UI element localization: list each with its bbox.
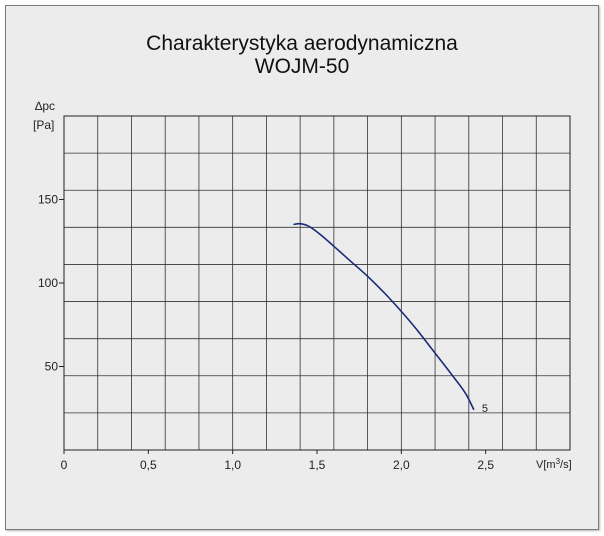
series-label: 5 bbox=[482, 403, 488, 415]
y-axis-unit: [Pa] bbox=[33, 118, 54, 132]
x-tick-label: 0 bbox=[61, 458, 68, 472]
y-tick-label: 150 bbox=[38, 193, 58, 207]
x-axis-label: V[m3/s] bbox=[536, 457, 572, 471]
chart-title: Charakterystyka aerodynamiczna bbox=[146, 32, 458, 55]
grid bbox=[64, 116, 570, 450]
x-tick-label: 1,5 bbox=[309, 458, 326, 472]
series-group: 5 bbox=[293, 222, 488, 415]
chart-panel bbox=[5, 5, 599, 530]
plot-frame bbox=[63, 115, 571, 451]
y-axis-label: ∆pc bbox=[35, 99, 55, 113]
y-tick-label: 50 bbox=[45, 360, 59, 374]
series-line-5 bbox=[293, 222, 475, 411]
axis-ticks: 0 0,5 1,0 1,5 2,0 2,5 50 100 150 bbox=[38, 193, 494, 473]
y-tick-label: 100 bbox=[38, 276, 58, 290]
x-tick-label: 2,0 bbox=[393, 458, 410, 472]
x-tick-label: 2,5 bbox=[477, 458, 494, 472]
chart-title-block: Charakterystyka aerodynamiczna WOJM-50 bbox=[0, 32, 604, 78]
x-tick-label: 0,5 bbox=[140, 458, 157, 472]
x-tick-label: 1,0 bbox=[224, 458, 241, 472]
chart-subtitle: WOJM-50 bbox=[254, 55, 350, 78]
